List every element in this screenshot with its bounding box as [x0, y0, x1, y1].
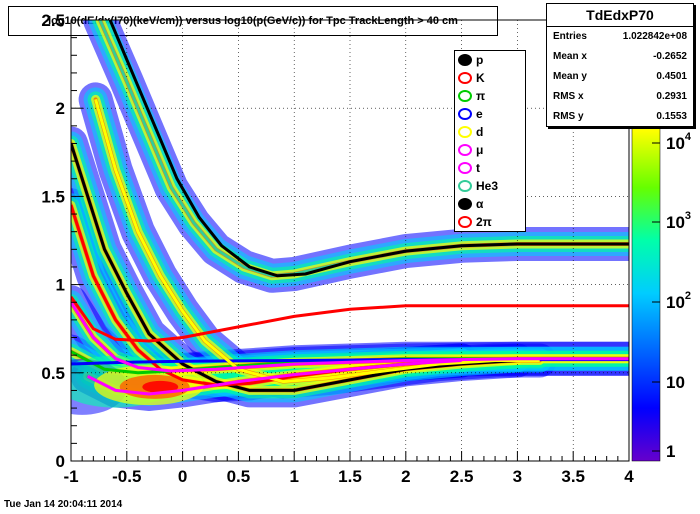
x-tick-label: -0.5 — [112, 467, 141, 486]
stats-label: RMS y — [553, 111, 584, 122]
colorbar-tick-label: 102 — [666, 290, 691, 312]
legend-label: μ — [476, 143, 484, 157]
stats-value: 0.2931 — [656, 91, 687, 102]
y-tick-label: 0 — [56, 452, 65, 471]
stats-value: 0.4501 — [656, 71, 687, 82]
legend-item: He3 — [455, 177, 525, 195]
legend-label: d — [476, 125, 484, 139]
stats-value: -0.2652 — [653, 51, 687, 62]
curve-t — [87, 359, 462, 396]
stats-value: 0.1553 — [656, 111, 687, 122]
stats-label: RMS x — [553, 91, 584, 102]
legend-item: 2π — [455, 213, 525, 231]
y-tick-label: 1.5 — [41, 187, 65, 206]
legend-label: e — [476, 107, 483, 121]
curve-μ — [71, 301, 629, 373]
stats-row: Entries 1.022842e+08 — [547, 27, 693, 47]
x-tick-label: 0 — [178, 467, 187, 486]
legend-item: π — [455, 87, 525, 105]
curve-2π — [71, 296, 629, 343]
legend-marker — [458, 162, 472, 174]
stats-row: RMS x 0.2931 — [547, 87, 693, 107]
legend-item: e — [455, 105, 525, 123]
colorbar-tick-label: 10 — [666, 373, 685, 392]
legend-label: α — [476, 197, 484, 211]
x-tick-label: 4 — [624, 467, 634, 486]
stats-label: Mean x — [553, 51, 587, 62]
legend-item: t — [455, 159, 525, 177]
footer-timestamp: Tue Jan 14 20:04:11 2014 — [4, 499, 123, 510]
stats-label: Entries — [553, 31, 587, 42]
legend-item: K — [455, 69, 525, 87]
legend-marker — [458, 108, 472, 120]
legend-marker — [458, 216, 472, 228]
band-curves — [71, 20, 629, 396]
legend-label: π — [476, 89, 486, 103]
stats-row: RMS y 0.1553 — [547, 107, 693, 127]
legend-item: μ — [455, 141, 525, 159]
legend-item: p — [455, 51, 525, 69]
legend-label: p — [476, 53, 484, 67]
legend-label: K — [476, 71, 485, 85]
legend-item: d — [455, 123, 525, 141]
y-tick-label: 2 — [56, 99, 65, 118]
x-tick-label: 0.5 — [227, 467, 251, 486]
stats-label: Mean y — [553, 71, 587, 82]
legend-marker — [458, 72, 472, 84]
x-tick-label: 3.5 — [561, 467, 585, 486]
legend-item: α — [455, 195, 525, 213]
y-tick-label: 1 — [56, 276, 65, 295]
legend-label: t — [476, 161, 480, 175]
density-core — [142, 380, 179, 393]
legend-marker — [458, 180, 472, 192]
x-tick-label: 1.5 — [338, 467, 362, 486]
colorbar-tick-label: 104 — [666, 131, 692, 153]
curve-d — [94, 98, 540, 384]
colorbar-tick-label: 103 — [666, 210, 691, 232]
legend-marker — [458, 126, 472, 138]
x-tick-label: 1 — [289, 467, 298, 486]
stats-row: Mean x -0.2652 — [547, 47, 693, 67]
colorbar-tick-label: 1 — [666, 442, 675, 461]
curve-α — [108, 20, 629, 278]
stats-value: 1.022842e+08 — [622, 31, 687, 42]
legend-label: He3 — [476, 179, 499, 193]
legend-label: 2π — [476, 215, 492, 229]
y-tick-label: 0.5 — [41, 364, 65, 383]
x-tick-label: -1 — [63, 467, 78, 486]
axes: -1 -0.5 0 0.5 1 1.5 2 2.5 3 3.5 4 0 0.5 1 1.5 2 2.5 — [41, 11, 634, 486]
x-tick-label: 2.5 — [450, 467, 474, 486]
x-tick-label: 2 — [401, 467, 410, 486]
stats-row: Mean y 0.4501 — [547, 67, 693, 87]
legend-marker — [458, 198, 472, 210]
legend-marker — [458, 144, 472, 156]
legend-marker — [458, 90, 472, 102]
stats-box: TdEdxP70 Entries 1.022842e+08 Mean x -0.265… — [546, 3, 694, 127]
legend-marker — [458, 54, 472, 66]
stats-title: TdEdxP70 — [547, 4, 693, 27]
x-tick-label: 3 — [513, 467, 522, 486]
y-tick-label: 2.5 — [41, 11, 65, 30]
